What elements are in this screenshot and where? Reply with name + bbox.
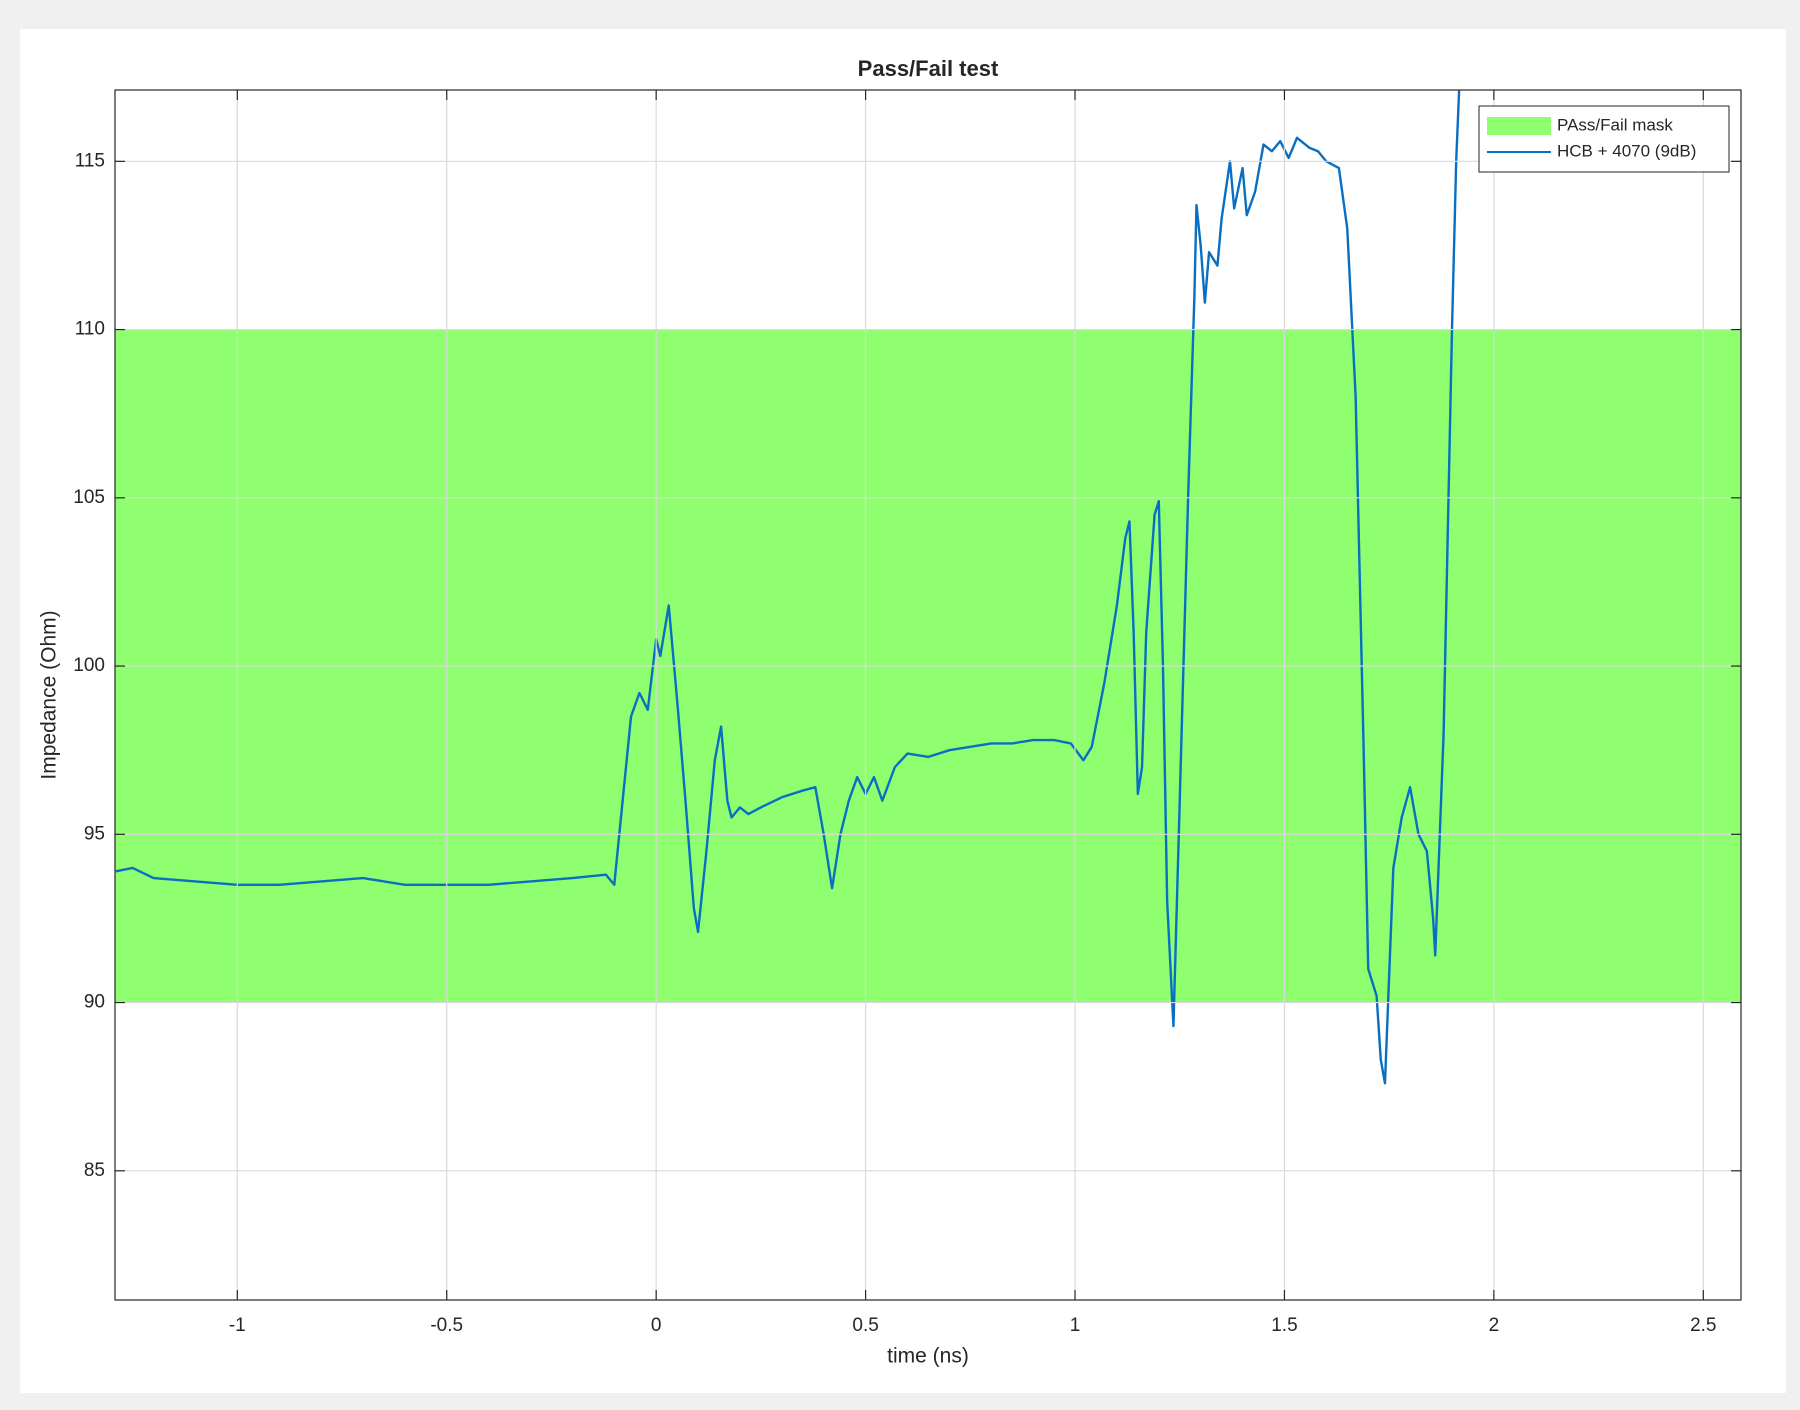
- x-tick-label: -1: [229, 1315, 246, 1336]
- y-tick-label: 115: [75, 150, 105, 171]
- y-tick-label: 90: [84, 992, 105, 1013]
- y-tick-label: 110: [75, 319, 105, 340]
- y-tick-label: 85: [84, 1160, 105, 1181]
- y-tick-label: 100: [73, 655, 105, 676]
- data-line: [115, 90, 1461, 1085]
- axes-box: [114, 89, 1742, 1301]
- legend-label: PAss/Fail mask: [1557, 115, 1673, 134]
- legend: PAss/Fail mask HCB + 4070 (9dB): [1478, 105, 1730, 173]
- legend-swatch: [1487, 117, 1551, 135]
- x-tick-label: 0.5: [852, 1315, 878, 1336]
- y-axis-label: Impedance (Ohm): [38, 610, 61, 779]
- chart-title: Pass/Fail test: [858, 56, 999, 81]
- legend-label: HCB + 4070 (9dB): [1557, 141, 1696, 160]
- x-tick-label: 1: [1070, 1315, 1081, 1336]
- x-tick-label: 2: [1489, 1315, 1500, 1336]
- y-tick-label: 105: [73, 487, 105, 508]
- x-tick-label: 0: [651, 1315, 662, 1336]
- y-tick-label: 95: [84, 823, 105, 844]
- x-tick-label: 1.5: [1271, 1315, 1297, 1336]
- x-tick-label: -0.5: [430, 1315, 463, 1336]
- x-axis-label: time (ns): [887, 1345, 969, 1368]
- x-tick-label: 2.5: [1690, 1315, 1716, 1336]
